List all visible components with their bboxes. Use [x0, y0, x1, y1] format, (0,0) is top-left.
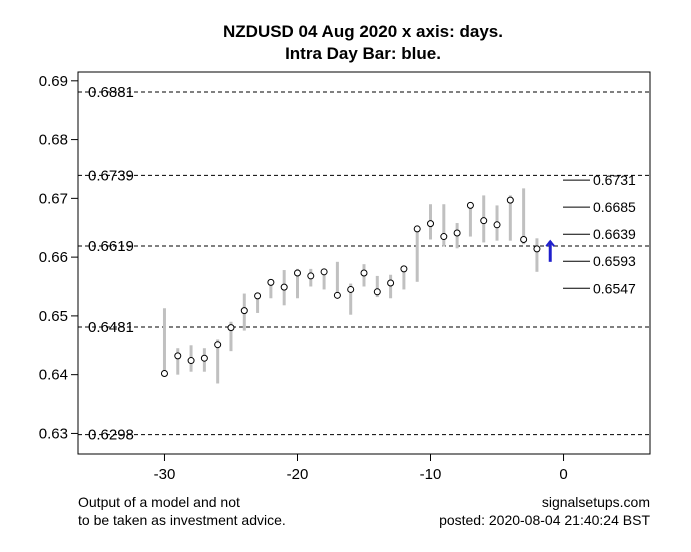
y-tick-label-6: 0.69 [39, 73, 68, 90]
axes: 0.63 0.64 0.65 0.66 0.67 0.68 0.69 -30 -20 -10 0 [39, 71, 651, 483]
bar-close-24 [480, 217, 488, 225]
bar-close-22 [453, 229, 461, 237]
disclaimer-line1: Output of a model and not [78, 494, 240, 510]
bar-close-18 [400, 265, 408, 273]
bar-close-6 [240, 307, 248, 315]
bar-close-20 [427, 220, 435, 228]
chart-title-line2: Intra Day Bar: blue. [285, 44, 441, 63]
bar-close-12 [320, 268, 328, 276]
forecast-label-1: 0.6685 [593, 199, 636, 215]
bar-close-5 [227, 324, 235, 332]
y-tick-label-4: 0.67 [39, 190, 68, 207]
forecast-levels: 0.6731 0.6685 0.6639 0.6593 0.6547 [563, 172, 636, 296]
chart-title-line1: NZDUSD 04 Aug 2020 x axis: days. [223, 22, 503, 41]
bar-close-13 [333, 291, 341, 299]
plot-frame [77, 71, 651, 455]
level-lines: 0.6881 0.6739 0.6619 0.6481 0.6298 [78, 84, 650, 444]
forecast-label-0: 0.6731 [593, 172, 636, 188]
bar-close-28 [533, 245, 541, 253]
x-tick-label-3: 0 [559, 466, 567, 483]
bar-close-7 [254, 292, 262, 300]
y-tick-label-3: 0.66 [39, 249, 68, 266]
disclaimer-line2: to be taken as investment advice. [78, 512, 286, 528]
bar-close-1 [174, 352, 182, 360]
bar-close-14 [347, 285, 355, 293]
bar-close-21 [440, 233, 448, 241]
bar-close-17 [387, 279, 395, 287]
bar-close-15 [360, 269, 368, 277]
price-bars [160, 188, 556, 384]
bar-close-8 [267, 278, 275, 286]
disclaimer: Output of a model and not to be taken as… [78, 493, 286, 529]
y-tick-label-5: 0.68 [39, 132, 68, 149]
y-tick-label-1: 0.64 [39, 367, 68, 384]
bar-close-16 [373, 288, 381, 296]
x-tick-label-1: -20 [287, 466, 309, 483]
bar-close-11 [307, 272, 315, 280]
level-label-4: 0.6298 [88, 427, 134, 444]
level-label-0: 0.6881 [88, 84, 134, 101]
intraday-arrowhead [545, 239, 556, 247]
bar-close-0 [160, 369, 168, 377]
bar-close-27 [520, 235, 528, 243]
forecast-label-2: 0.6639 [593, 226, 636, 242]
y-tick-label-2: 0.65 [39, 308, 68, 325]
source-site: signalsetups.com [541, 494, 650, 510]
x-tick-label-2: -10 [420, 466, 442, 483]
level-label-1: 0.6739 [88, 167, 134, 184]
bar-close-2 [187, 357, 195, 365]
level-label-2: 0.6619 [88, 238, 134, 255]
bar-close-26 [506, 196, 514, 204]
x-tick-label-0: -30 [154, 466, 176, 483]
bar-close-4 [214, 341, 222, 349]
forecast-label-4: 0.6547 [593, 280, 636, 296]
y-tick-label-0: 0.63 [39, 425, 68, 442]
bar-close-23 [466, 201, 474, 209]
posted-timestamp: posted: 2020-08-04 21:40:24 BST [439, 512, 650, 528]
forecast-label-3: 0.6593 [593, 253, 636, 269]
bar-close-10 [293, 269, 301, 277]
bar-close-9 [280, 283, 288, 291]
source-info: signalsetups.com posted: 2020-08-04 21:4… [439, 493, 650, 529]
level-label-3: 0.6481 [88, 319, 134, 336]
bar-close-3 [200, 354, 208, 362]
bar-close-25 [493, 221, 501, 229]
bar-close-19 [413, 225, 421, 233]
